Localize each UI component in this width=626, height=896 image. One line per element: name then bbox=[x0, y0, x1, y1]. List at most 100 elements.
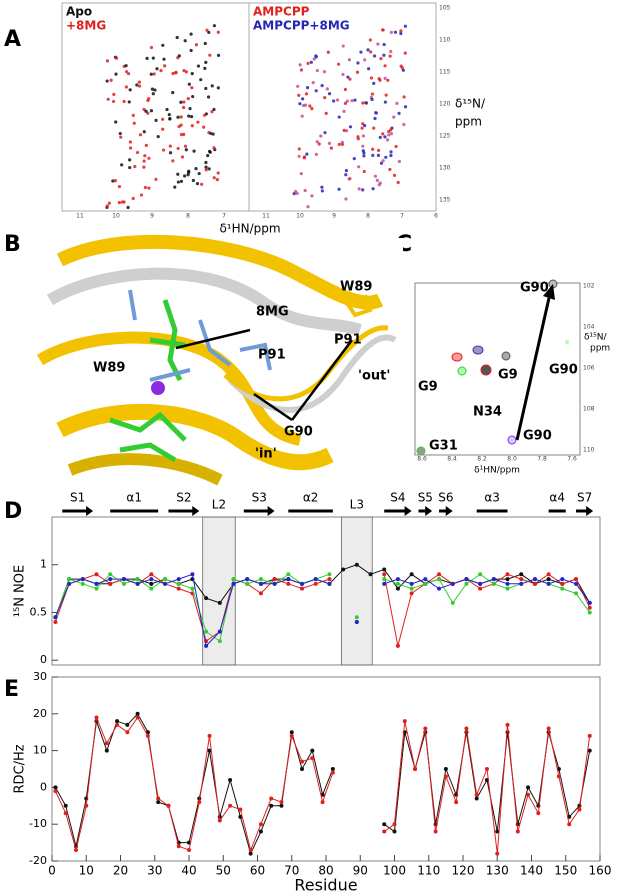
peak-texture bbox=[373, 116, 377, 121]
y-axis-label: ¹⁵N NOE bbox=[13, 565, 28, 617]
y-tick-label: 0 bbox=[40, 780, 47, 793]
peak-texture bbox=[145, 56, 149, 60]
strand-head bbox=[445, 506, 453, 516]
x-tick-label: 50 bbox=[216, 864, 231, 878]
data-point bbox=[156, 800, 161, 805]
peak-texture bbox=[323, 95, 327, 100]
x-tick-label: 130 bbox=[486, 864, 509, 878]
peak-texture bbox=[384, 155, 388, 159]
series-line bbox=[54, 573, 591, 647]
data-point bbox=[73, 847, 78, 852]
panel-b: 8MG W89 P91 P91 W89 'out' G90 'in' bbox=[36, 234, 403, 494]
data-point bbox=[300, 759, 305, 764]
data-point bbox=[115, 719, 120, 724]
peak-texture bbox=[207, 30, 211, 35]
peak-texture bbox=[196, 64, 201, 68]
peak-texture bbox=[310, 194, 314, 198]
peak-texture bbox=[304, 92, 309, 96]
data-point bbox=[63, 811, 68, 816]
x-tick-label: 110 bbox=[417, 864, 440, 878]
shaded-region bbox=[341, 516, 373, 666]
peak-texture bbox=[204, 60, 208, 64]
data-point bbox=[546, 572, 551, 577]
peak-texture bbox=[204, 168, 208, 172]
peak-texture bbox=[183, 174, 187, 178]
data-point bbox=[560, 581, 565, 586]
data-point bbox=[310, 755, 315, 760]
peak-texture bbox=[118, 131, 122, 136]
peak-texture bbox=[171, 71, 175, 76]
peak-texture bbox=[345, 129, 349, 133]
y-tick-label: 105 bbox=[439, 5, 451, 12]
peak-texture bbox=[205, 28, 209, 32]
data-point bbox=[279, 803, 284, 808]
peak-texture bbox=[204, 160, 208, 165]
peak-texture bbox=[171, 159, 175, 163]
data-point bbox=[382, 577, 387, 582]
peak-texture bbox=[202, 125, 206, 129]
peak-texture bbox=[371, 153, 375, 157]
data-point bbox=[286, 581, 291, 586]
peak-texture bbox=[352, 157, 356, 161]
peak-texture bbox=[204, 165, 208, 169]
peak-texture bbox=[142, 165, 146, 169]
peak-texture bbox=[159, 69, 163, 73]
peak-texture bbox=[341, 44, 345, 48]
y-tick-label: 125 bbox=[439, 133, 451, 140]
series-line bbox=[54, 564, 591, 618]
y-tick-label: 102 bbox=[583, 283, 595, 290]
peak-texture bbox=[315, 68, 319, 73]
data-point bbox=[228, 803, 233, 808]
y-tick-label: 110 bbox=[583, 447, 595, 454]
data-point bbox=[94, 586, 99, 591]
peak-texture bbox=[180, 155, 185, 159]
peak-texture bbox=[190, 86, 194, 90]
data-point bbox=[413, 767, 418, 771]
ss-label: S7 bbox=[577, 491, 592, 505]
data-point bbox=[382, 822, 387, 827]
peak-texture bbox=[374, 111, 378, 115]
peak-texture bbox=[297, 154, 301, 158]
peak-texture bbox=[306, 86, 310, 90]
peak-texture bbox=[146, 98, 150, 103]
data-point bbox=[149, 577, 154, 582]
data-point bbox=[300, 586, 305, 591]
data-point bbox=[505, 722, 510, 727]
structure-label: W89 bbox=[93, 361, 125, 376]
peak-texture bbox=[128, 140, 133, 144]
data-point bbox=[574, 591, 579, 596]
side-chain bbox=[343, 294, 373, 318]
peak-texture bbox=[306, 61, 310, 65]
data-point bbox=[204, 629, 209, 634]
peak-texture bbox=[207, 149, 212, 154]
peak-texture bbox=[191, 178, 195, 183]
peak-texture bbox=[111, 99, 116, 104]
y-tick-label: 1 bbox=[40, 558, 47, 571]
peak-texture bbox=[380, 28, 385, 32]
peak-texture bbox=[337, 142, 341, 146]
peak-texture bbox=[155, 67, 159, 71]
peak-texture bbox=[393, 30, 398, 34]
peak-texture bbox=[362, 154, 366, 158]
peak-texture bbox=[117, 201, 121, 205]
peak-texture bbox=[337, 187, 341, 191]
structure-label: 8MG bbox=[256, 305, 289, 320]
x-tick-label: 7 bbox=[400, 213, 404, 220]
series-line bbox=[54, 712, 591, 856]
peak-label: G9 bbox=[498, 368, 518, 383]
data-point bbox=[536, 811, 541, 816]
peak-texture bbox=[216, 53, 221, 57]
data-point bbox=[395, 581, 400, 586]
data-point bbox=[546, 581, 551, 586]
peak-texture bbox=[344, 173, 348, 177]
peak-texture bbox=[184, 148, 188, 152]
peak-texture bbox=[176, 115, 180, 119]
peak-texture bbox=[389, 128, 393, 132]
data-point bbox=[587, 605, 592, 610]
peak-label: G90 bbox=[549, 363, 578, 378]
peak-texture bbox=[212, 176, 216, 180]
peak-texture bbox=[403, 24, 408, 28]
peak bbox=[507, 435, 517, 445]
data-point bbox=[204, 643, 209, 648]
peak-texture bbox=[369, 50, 373, 54]
